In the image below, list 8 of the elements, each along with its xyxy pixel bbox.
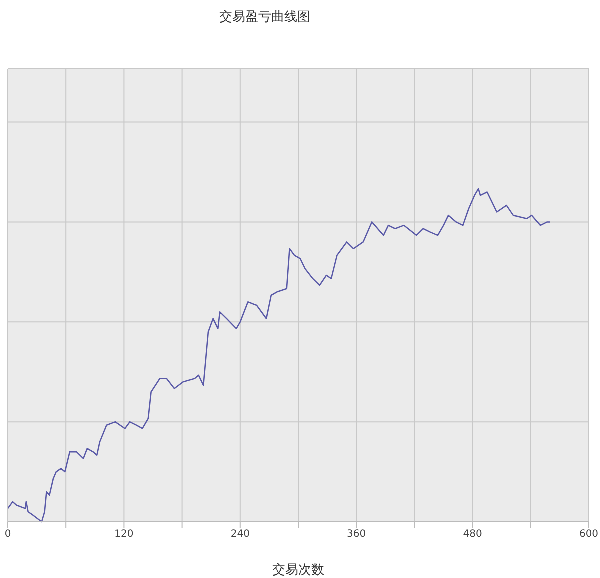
x-tick-label: 120 (114, 529, 134, 540)
x-tick-label: 600 (579, 529, 599, 540)
x-axis-title: 交易次数 (272, 562, 324, 578)
x-tick-label: 360 (347, 529, 366, 540)
chart-title: 交易盈亏曲线图 (218, 9, 312, 26)
x-tick-label: 0 (4, 529, 12, 540)
x-tick-label: 480 (463, 529, 482, 540)
x-tick-label: 240 (230, 529, 250, 540)
